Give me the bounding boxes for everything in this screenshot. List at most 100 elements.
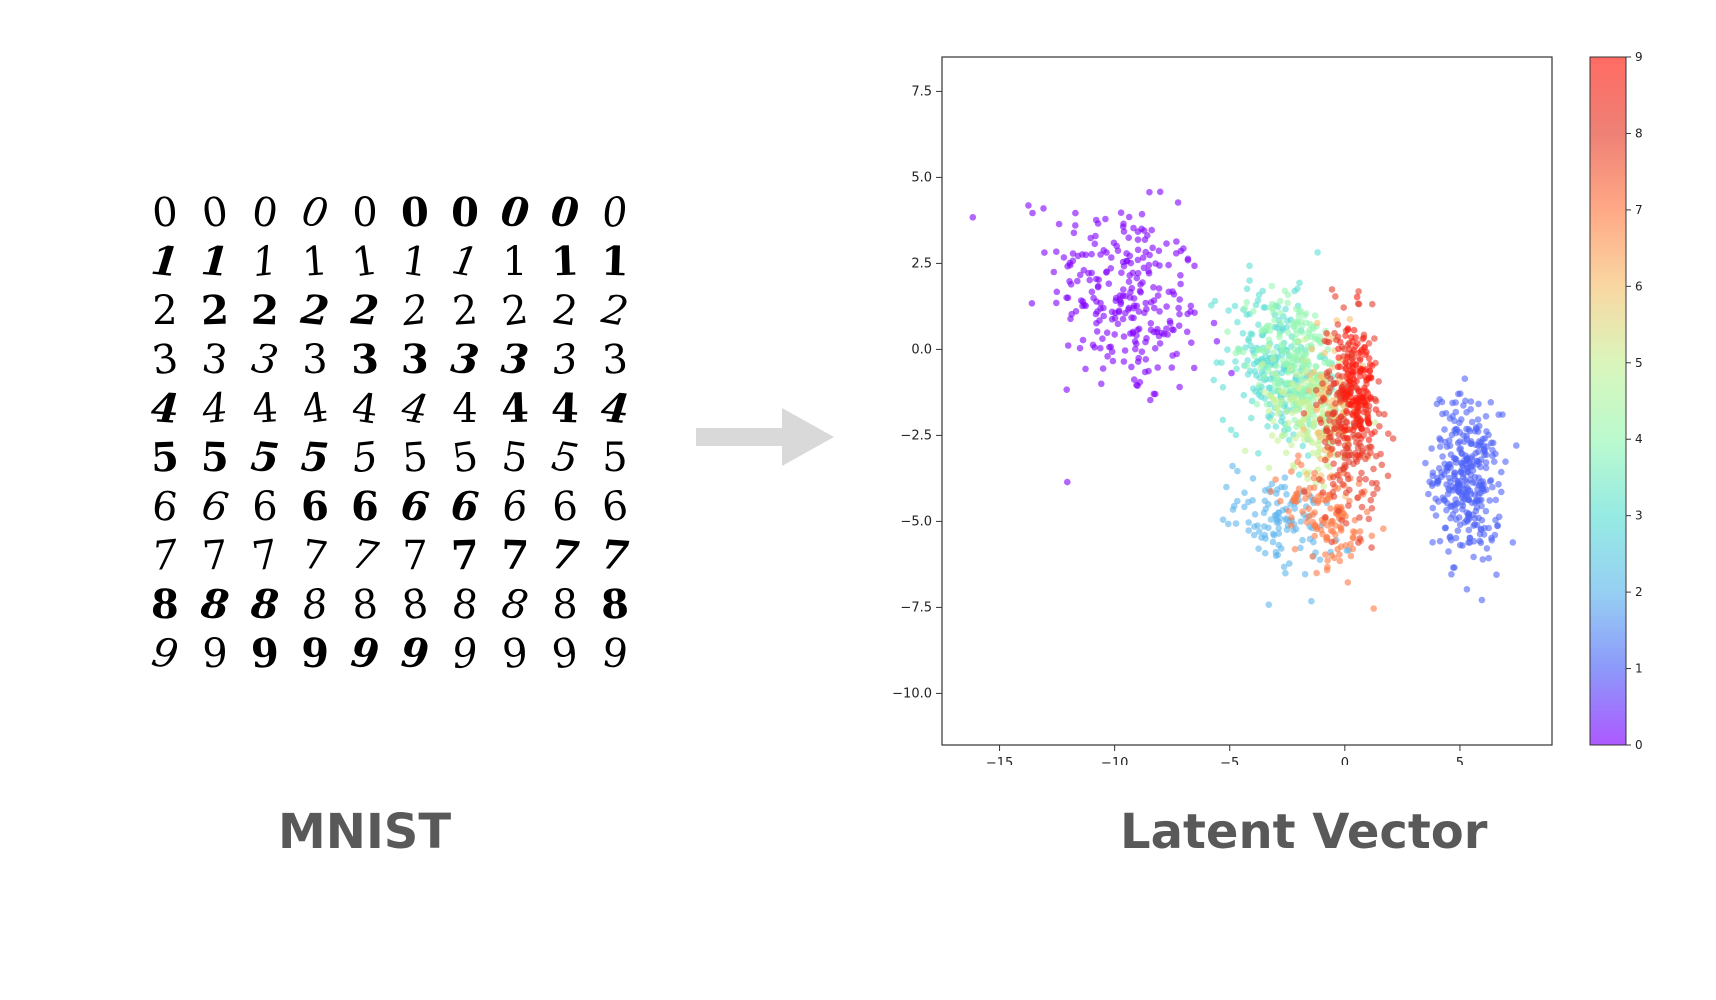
mnist-digit: 2 bbox=[549, 285, 581, 336]
scatter-point bbox=[1324, 557, 1331, 564]
scatter-point bbox=[1347, 552, 1355, 560]
scatter-point bbox=[1380, 525, 1387, 532]
scatter-point bbox=[1344, 326, 1352, 334]
scatter-point bbox=[1444, 463, 1452, 470]
scatter-point bbox=[1475, 422, 1483, 430]
scatter-point bbox=[1232, 520, 1240, 527]
scatter-point bbox=[1332, 522, 1339, 529]
scatter-point bbox=[1287, 365, 1294, 372]
scatter-point bbox=[1356, 528, 1364, 535]
scatter-point bbox=[1342, 365, 1349, 373]
scatter-point bbox=[1329, 480, 1337, 488]
scatter-point bbox=[1155, 285, 1163, 292]
scatter-point bbox=[1289, 409, 1296, 417]
scatter-point bbox=[1088, 288, 1096, 296]
scatter-point bbox=[1088, 250, 1095, 258]
scatter-point bbox=[1296, 279, 1303, 287]
scatter-point bbox=[1259, 360, 1267, 368]
mnist-digit: 6 bbox=[252, 483, 278, 530]
scatter-point bbox=[1300, 410, 1308, 417]
scatter-point bbox=[1289, 380, 1297, 388]
scatter-point bbox=[1166, 317, 1174, 325]
scatter-point bbox=[1320, 483, 1327, 490]
y-tick-label: −10.0 bbox=[892, 686, 932, 701]
scatter-point bbox=[1313, 569, 1320, 577]
scatter-point bbox=[1309, 439, 1316, 447]
scatter-point bbox=[1448, 502, 1455, 510]
scatter-point bbox=[1109, 357, 1117, 365]
mnist-digit: 1 bbox=[448, 236, 482, 287]
scatter-point bbox=[1274, 486, 1281, 493]
scatter-point bbox=[1336, 557, 1344, 565]
scatter-point bbox=[1320, 396, 1328, 403]
scatter-point bbox=[1376, 423, 1383, 430]
scatter-point bbox=[1372, 397, 1380, 405]
scatter-point bbox=[1429, 504, 1437, 512]
scatter-point bbox=[1245, 519, 1252, 526]
scatter-point bbox=[1358, 503, 1366, 511]
scatter-point bbox=[1344, 475, 1352, 483]
mnist-digit: 0 bbox=[400, 188, 430, 236]
scatter-point bbox=[1277, 319, 1285, 327]
scatter-point bbox=[1292, 494, 1299, 502]
scatter-point bbox=[1311, 312, 1319, 319]
scatter-point bbox=[1225, 520, 1232, 528]
mnist-digit: 0 bbox=[298, 187, 332, 238]
scatter-point bbox=[1255, 291, 1263, 299]
scatter-point bbox=[1321, 438, 1329, 446]
scatter-point bbox=[1268, 480, 1276, 488]
scatter-point bbox=[1284, 329, 1292, 337]
scatter-point bbox=[1335, 439, 1342, 447]
scatter-point bbox=[1367, 394, 1374, 401]
mnist-digit: 7 bbox=[599, 530, 631, 580]
scatter-point bbox=[1301, 488, 1308, 496]
scatter-point bbox=[1107, 343, 1115, 351]
scatter-point bbox=[1301, 570, 1309, 578]
scatter-point bbox=[1489, 483, 1496, 491]
scatter-point bbox=[1265, 601, 1273, 608]
colorbar-tick-label: 0 bbox=[1635, 738, 1643, 752]
scatter-point bbox=[1356, 535, 1364, 542]
mnist-digit: 5 bbox=[548, 432, 582, 483]
scatter-point bbox=[1283, 491, 1290, 498]
scatter-point bbox=[1450, 454, 1458, 462]
mnist-digit: 9 bbox=[300, 629, 330, 677]
scatter-point bbox=[1272, 548, 1280, 556]
scatter-point bbox=[1459, 542, 1466, 549]
scatter-point bbox=[1307, 405, 1315, 413]
scatter-point bbox=[1321, 456, 1329, 464]
scatter-point bbox=[1474, 448, 1482, 456]
scatter-point bbox=[1493, 571, 1500, 578]
scatter-point bbox=[1130, 376, 1138, 383]
mnist-digit: 7 bbox=[249, 530, 281, 581]
mnist-digit: 5 bbox=[449, 432, 481, 483]
scatter-point bbox=[1150, 297, 1158, 304]
scatter-point bbox=[1147, 320, 1155, 327]
scatter-point bbox=[1120, 286, 1127, 293]
scatter-point bbox=[1269, 417, 1277, 425]
scatter-point bbox=[1125, 213, 1133, 221]
scatter-point bbox=[1208, 302, 1215, 309]
scatter-point bbox=[1142, 248, 1149, 256]
scatter-point bbox=[1244, 357, 1251, 364]
scatter-point bbox=[1210, 319, 1218, 327]
scatter-point bbox=[1264, 423, 1271, 430]
scatter-point bbox=[1275, 525, 1282, 532]
scatter-point bbox=[1454, 527, 1462, 534]
mnist-digit: 7 bbox=[200, 531, 230, 580]
scatter-point bbox=[1462, 397, 1469, 405]
scatter-point bbox=[1129, 269, 1137, 277]
scatter-point bbox=[969, 214, 977, 221]
scatter-point bbox=[1466, 427, 1474, 435]
scatter-point bbox=[1100, 312, 1107, 320]
scatter-point bbox=[1495, 481, 1502, 488]
scatter-point bbox=[1367, 374, 1375, 382]
scatter-point bbox=[1283, 515, 1290, 522]
mnist-digit: 3 bbox=[600, 335, 630, 384]
mnist-digit: 9 bbox=[348, 628, 382, 678]
scatter-point bbox=[1344, 353, 1351, 361]
scatter-point bbox=[1093, 275, 1100, 283]
mnist-digit: 4 bbox=[550, 384, 580, 432]
scatter-point bbox=[1126, 252, 1134, 260]
scatter-point bbox=[1284, 317, 1291, 325]
